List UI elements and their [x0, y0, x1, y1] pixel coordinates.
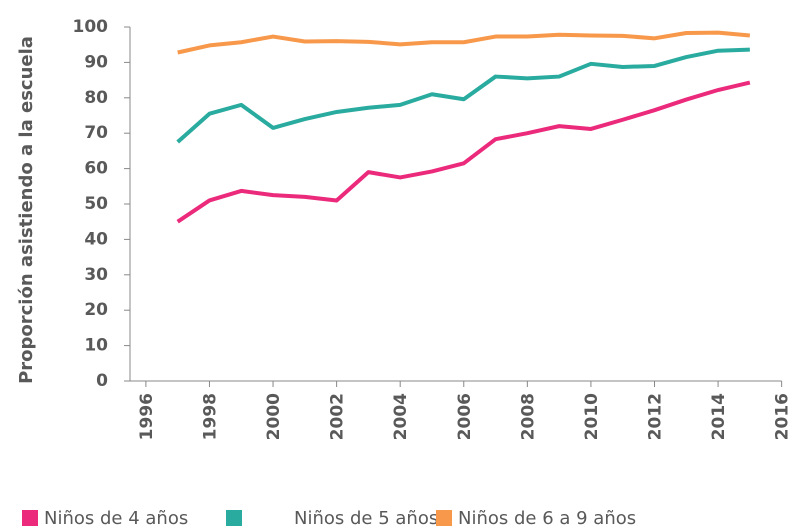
- x-tick-label: 2002: [328, 393, 348, 440]
- y-tick-label: 90: [84, 52, 108, 72]
- y-axis-title: Proporción asistiendo a la escuela: [16, 36, 37, 384]
- x-tick-label: 1996: [137, 393, 157, 440]
- y-tick-label: 70: [84, 123, 108, 143]
- x-tick-label: 2010: [582, 393, 602, 440]
- x-tick-label: 2008: [518, 393, 538, 440]
- x-tick-label: 2014: [709, 393, 729, 440]
- x-tick-label: 2016: [773, 393, 793, 440]
- y-tick-label: 20: [84, 300, 108, 320]
- y-tick-label: 80: [84, 88, 108, 108]
- y-tick-label: 10: [84, 336, 108, 356]
- x-tick-label: 2000: [264, 393, 284, 440]
- x-tick-label: 2004: [391, 393, 411, 440]
- y-tick-label: 100: [73, 17, 109, 37]
- x-tick-label: 1998: [200, 393, 220, 440]
- legend-swatch: [436, 510, 452, 526]
- data-line: [176, 47, 750, 144]
- y-tick-label: 40: [84, 229, 108, 249]
- x-tick-label: 2012: [645, 393, 665, 440]
- x-tick-label: 2006: [455, 393, 475, 440]
- y-tick-label: 60: [84, 159, 108, 179]
- data-line: [176, 80, 751, 224]
- legend-label: Niños de 5 años: [294, 508, 438, 529]
- legend-swatch: [226, 510, 242, 526]
- y-tick-label: 30: [84, 265, 108, 285]
- y-tick-label: 50: [84, 194, 108, 214]
- legend-label: Niños de 4 años: [44, 508, 188, 529]
- data-line: [177, 30, 751, 55]
- legend-swatch: [22, 510, 38, 526]
- legend-label: Niños de 6 a 9 años: [458, 508, 636, 529]
- y-tick-label: 0: [96, 371, 108, 391]
